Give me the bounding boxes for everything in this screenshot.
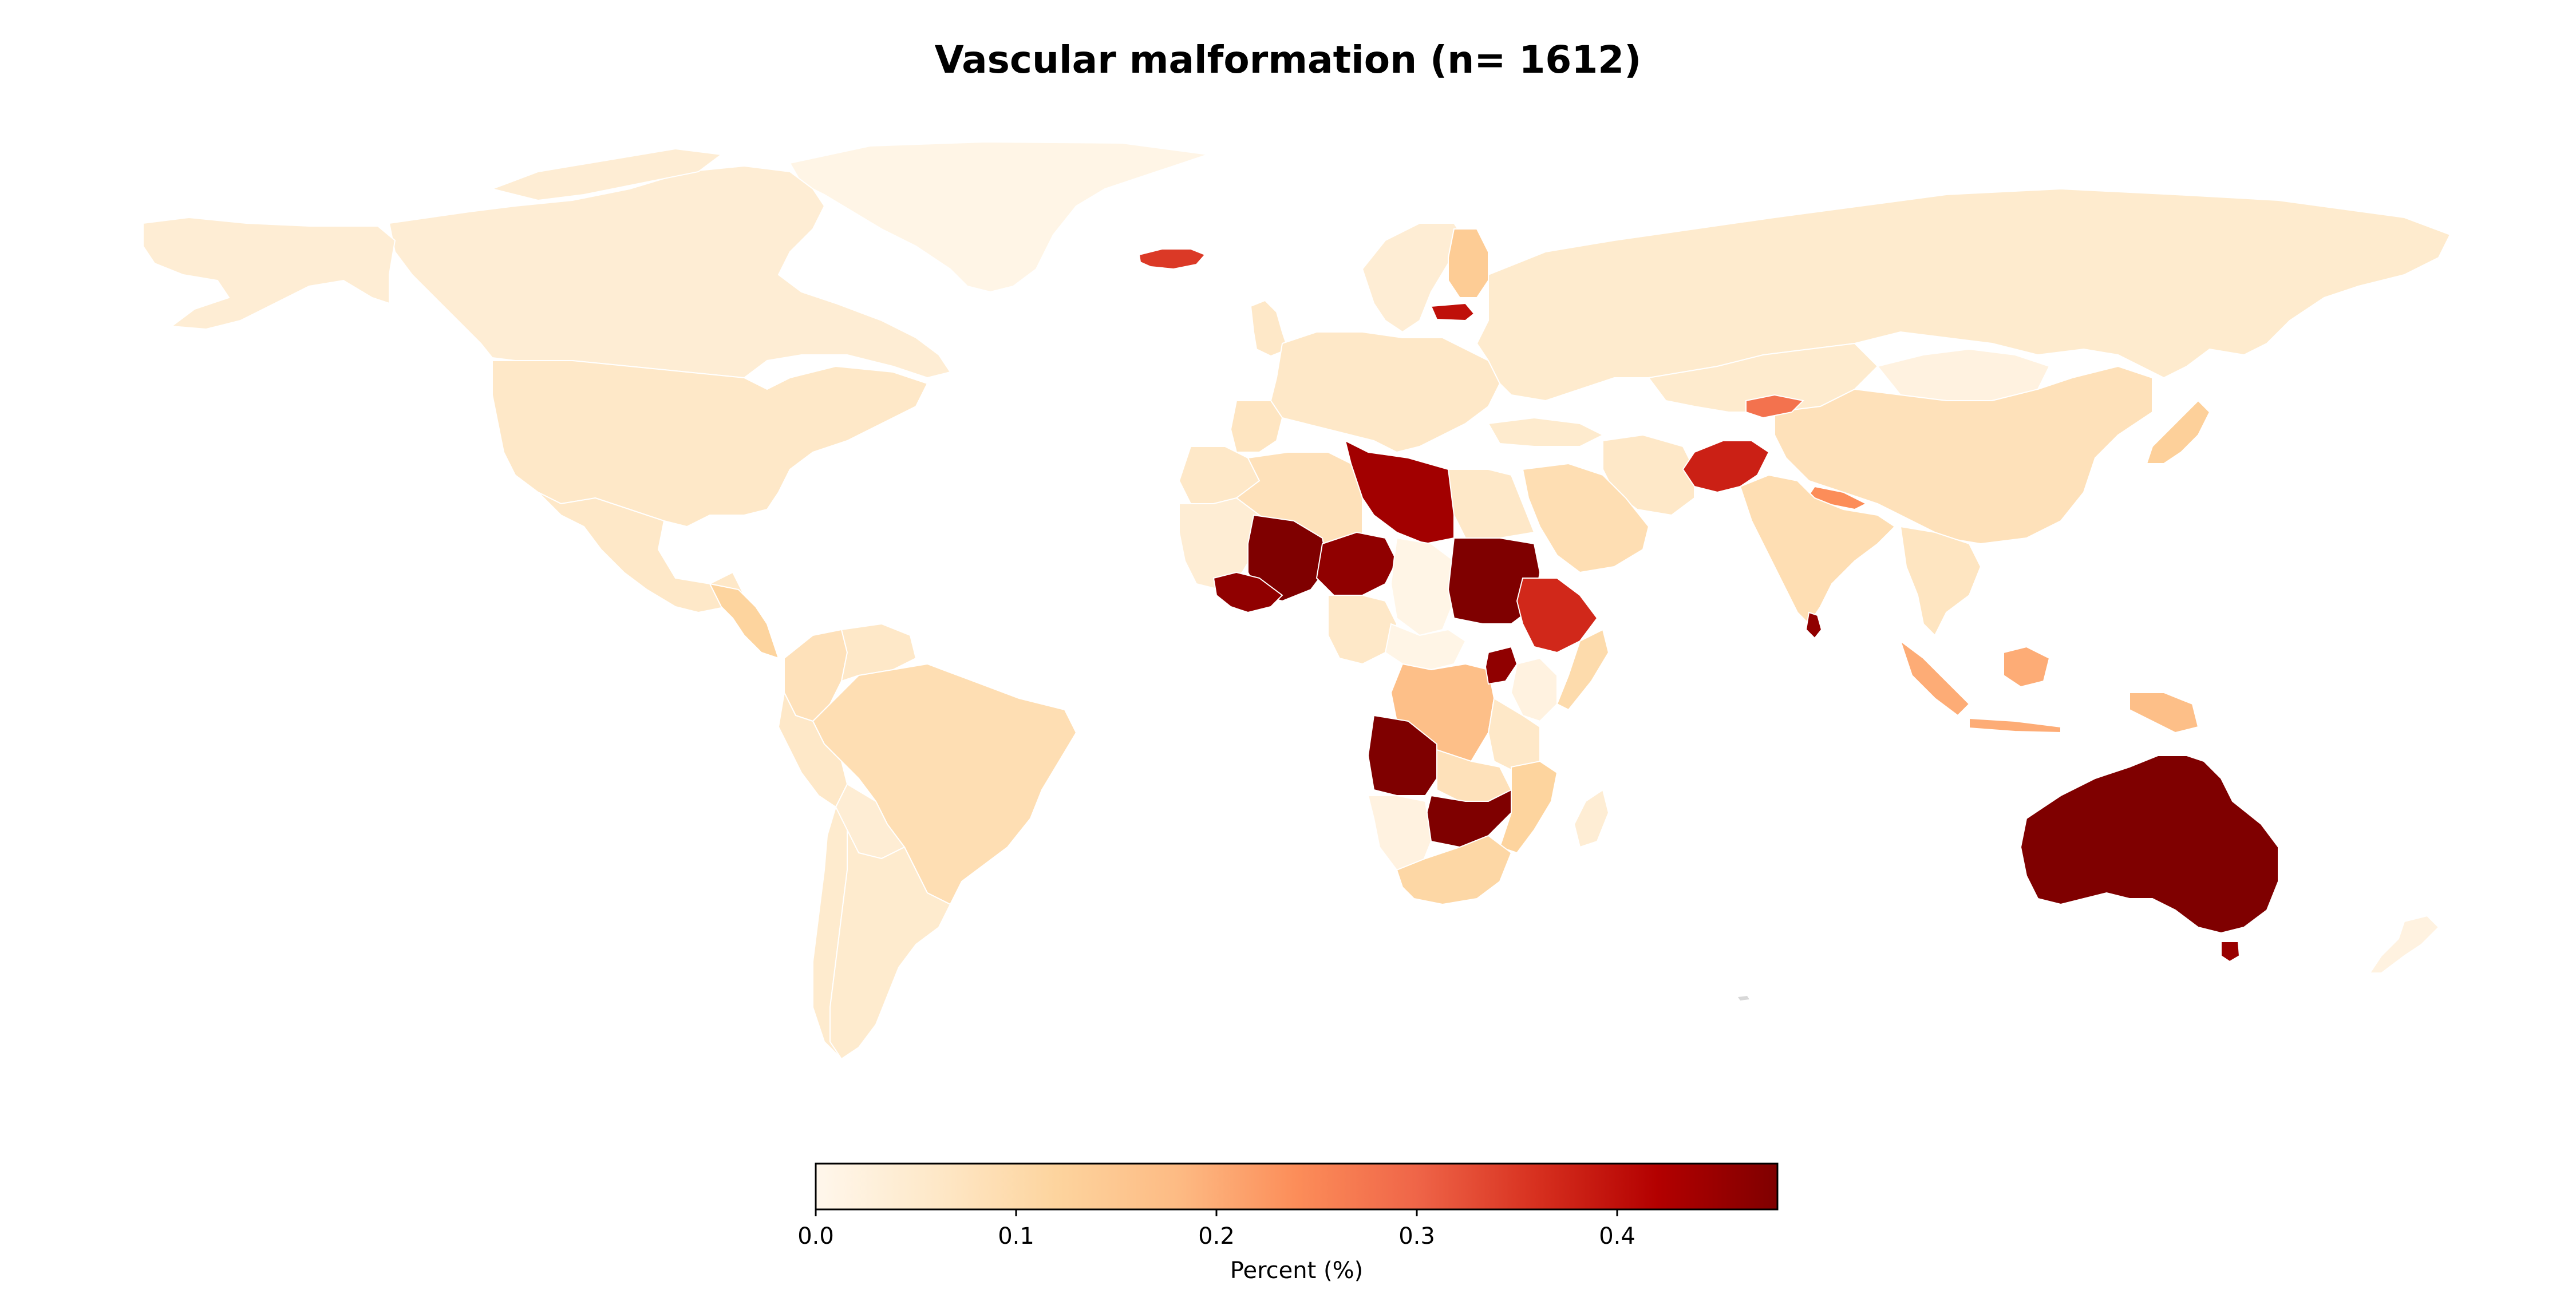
region-central-america	[709, 583, 780, 659]
region-tasmania	[2221, 941, 2241, 963]
region-mozambique	[1499, 760, 1558, 854]
region-india	[1739, 474, 1896, 625]
region-greenland	[789, 141, 1208, 293]
region-senegal-guinea	[1212, 571, 1283, 614]
region-canada-islands	[490, 148, 723, 201]
region-somalia	[1556, 628, 1610, 711]
colorbar-tick-label: 0.2	[1198, 1223, 1235, 1249]
region-alaska	[143, 216, 396, 330]
colorbar-gradient	[815, 1162, 1779, 1211]
region-russia	[1476, 188, 2451, 402]
region-scandinavia	[1361, 223, 1467, 333]
region-uganda	[1484, 646, 1518, 685]
colorbar-tick-label: 0.0	[797, 1223, 834, 1249]
region-south-africa	[1396, 835, 1512, 905]
region-kenya	[1510, 657, 1558, 722]
region-usa	[492, 360, 929, 528]
region-finland	[1448, 228, 1489, 298]
region-madagascar	[1573, 789, 1610, 848]
region-central-african-rep	[1384, 623, 1467, 671]
region-latvia	[1430, 302, 1475, 322]
chart-title: Vascular malformation (n= 1612)	[934, 38, 1642, 82]
region-iceland	[1138, 248, 1206, 270]
region-sri-lanka	[1805, 611, 1823, 639]
region-egypt	[1447, 469, 1535, 539]
map-regions	[143, 141, 2451, 1060]
map-minor-features	[1738, 996, 1749, 1000]
region-niger	[1315, 531, 1398, 596]
region-ethiopia	[1516, 578, 1598, 654]
region-europe	[1270, 331, 1501, 453]
region-saudi-arabia	[1522, 462, 1650, 574]
colorbar-label: Percent (%)	[1230, 1257, 1363, 1284]
colorbar-ticks: 0.0 0.1 0.2 0.3 0.4	[797, 1209, 1635, 1249]
colorbar-tick-label: 0.4	[1599, 1223, 1635, 1249]
region-new-zealand	[2369, 915, 2440, 974]
region-angola	[1367, 714, 1437, 796]
region-argentina	[829, 829, 951, 1060]
region-libya	[1344, 440, 1455, 545]
region-west-africa-coast	[1179, 497, 1260, 591]
antarctic-fragment	[1738, 996, 1749, 1000]
region-mali	[1247, 514, 1329, 602]
region-borneo	[2003, 646, 2050, 688]
colorbar-tick-label: 0.1	[998, 1223, 1034, 1249]
region-southeast-asia	[1899, 525, 1982, 636]
region-indonesia	[1899, 639, 1970, 717]
region-japan	[2146, 400, 2211, 464]
region-java	[1969, 717, 2061, 734]
colorbar-tick-label: 0.3	[1398, 1223, 1435, 1249]
region-turkey	[1487, 417, 1605, 447]
region-australia	[2020, 755, 2279, 934]
region-new-guinea	[2129, 692, 2199, 734]
world-map	[143, 141, 2451, 1060]
region-kazakhstan	[1647, 342, 1879, 413]
region-chad	[1390, 537, 1455, 636]
region-iberia	[1230, 400, 1283, 453]
region-tajikistan	[1745, 394, 1805, 419]
region-afghanistan	[1682, 440, 1770, 493]
